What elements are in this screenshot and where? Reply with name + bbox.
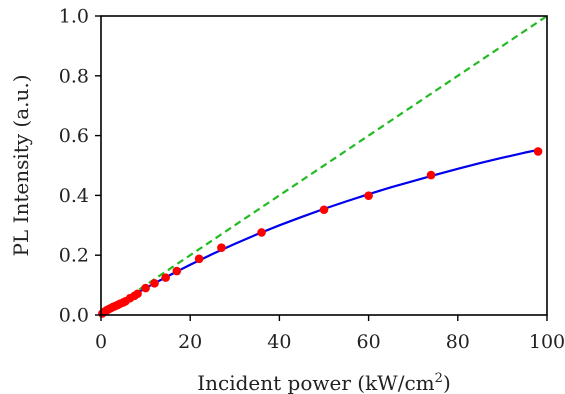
data-point [141, 283, 150, 293]
data-point [172, 266, 182, 276]
data-point [533, 147, 543, 156]
y-axis-ticks: 0.0 0.2 0.4 0.6 0.8 1.0 [59, 6, 101, 327]
x-axis-label-superscript: 2 [435, 371, 443, 386]
data-point [161, 273, 170, 282]
x-axis-ticks: 0 20 40 60 80 100 [95, 315, 565, 353]
y-tick-label: 0.0 [59, 305, 89, 327]
plot-frame [100, 15, 548, 316]
x-tick-label: 20 [178, 331, 202, 353]
y-tick-label: 0.6 [59, 125, 89, 147]
data-point [194, 254, 204, 264]
x-tick-label: 100 [529, 331, 565, 353]
x-tick-label: 0 [95, 331, 107, 353]
linear-reference-line [100, 15, 548, 316]
x-tick-label: 80 [446, 331, 470, 353]
data-points [98, 147, 543, 318]
x-axis-label-end: ) [443, 371, 451, 394]
data-point [257, 228, 266, 237]
y-tick-label: 1.0 [59, 6, 89, 28]
data-point [364, 191, 373, 200]
data-point [426, 170, 436, 180]
y-tick-label: 0.2 [59, 245, 89, 267]
y-axis-label: PL Intensity (a.u.) [9, 74, 33, 256]
y-tick-label: 0.8 [59, 65, 89, 87]
y-tick-label: 0.4 [59, 185, 89, 207]
data-point [319, 205, 329, 215]
data-point [150, 279, 159, 288]
x-tick-label: 40 [267, 331, 291, 353]
x-tick-label: 60 [357, 331, 381, 353]
data-point [217, 243, 226, 253]
x-axis-label: Incident power (kW/cm2) [197, 371, 451, 394]
data-point [133, 289, 142, 299]
x-axis-label-main: Incident power (kW/cm [197, 371, 434, 394]
